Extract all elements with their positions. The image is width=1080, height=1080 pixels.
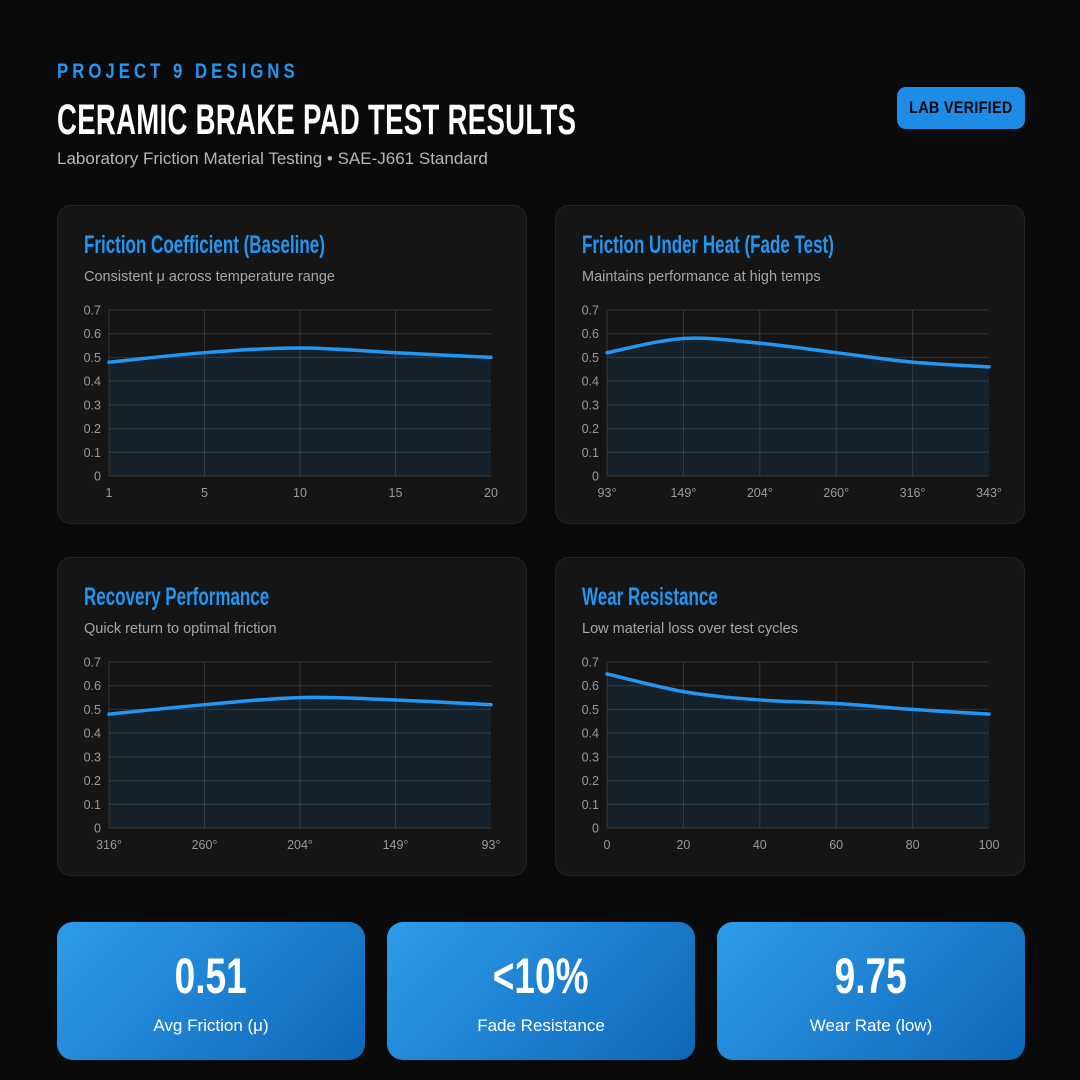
- svg-text:0.7: 0.7: [84, 657, 101, 670]
- panel-fade-test: Friction Under Heat (Fade Test) Maintain…: [555, 205, 1025, 524]
- svg-text:149°: 149°: [670, 486, 696, 500]
- svg-text:0.1: 0.1: [582, 798, 599, 812]
- svg-text:20: 20: [484, 486, 498, 500]
- svg-text:0.2: 0.2: [84, 422, 101, 436]
- lab-verified-badge-label: LAB VERIFIED: [909, 98, 1013, 117]
- svg-text:0.6: 0.6: [582, 327, 599, 341]
- svg-text:5: 5: [201, 486, 208, 500]
- svg-text:204°: 204°: [287, 838, 313, 852]
- page-subtitle: Laboratory Friction Material Testing • S…: [57, 149, 488, 168]
- svg-text:80: 80: [906, 838, 920, 852]
- svg-text:20: 20: [676, 838, 690, 852]
- svg-text:316°: 316°: [900, 486, 926, 500]
- svg-text:0.5: 0.5: [582, 703, 599, 717]
- svg-text:0.4: 0.4: [84, 375, 101, 389]
- stat-wear-rate-label: Wear Rate (low): [809, 1016, 933, 1035]
- panel-recovery: Recovery Performance Quick return to opt…: [57, 557, 527, 876]
- chart-title-friction-baseline: Friction Coefficient (Baseline): [84, 231, 325, 259]
- svg-text:343°: 343°: [976, 486, 1002, 500]
- recovery-chart: 0 0.1 0.2 0.3 0.4 0.5 0.6 0.7 316° 260° 204° 149° 93…: [84, 657, 501, 852]
- svg-text:0: 0: [592, 822, 599, 836]
- chart-subtitle-wear-resistance: Low material loss over test cycles: [582, 621, 798, 637]
- stat-avg-friction-value: 0.51: [174, 948, 248, 1004]
- chart-title-recovery: Recovery Performance: [84, 583, 270, 611]
- svg-text:0.7: 0.7: [582, 305, 599, 318]
- svg-text:93°: 93°: [598, 486, 617, 500]
- svg-text:0: 0: [604, 838, 611, 852]
- svg-text:0.1: 0.1: [582, 446, 599, 460]
- lab-verified-badge: LAB VERIFIED: [897, 87, 1025, 129]
- svg-text:204°: 204°: [747, 486, 773, 500]
- svg-text:0: 0: [94, 470, 101, 484]
- panel-wear-resistance: Wear Resistance Low material loss over t…: [555, 557, 1025, 876]
- svg-text:0.2: 0.2: [84, 774, 101, 788]
- svg-text:10: 10: [293, 486, 307, 500]
- svg-text:93°: 93°: [482, 838, 501, 852]
- svg-text:0.2: 0.2: [582, 774, 599, 788]
- brand-name: PROJECT 9 DESIGNS: [57, 60, 299, 83]
- page-title: CERAMIC BRAKE PAD TEST RESULTS: [57, 96, 577, 144]
- svg-text:0.1: 0.1: [84, 446, 101, 460]
- chart-subtitle-recovery: Quick return to optimal friction: [84, 621, 277, 637]
- svg-text:0.4: 0.4: [582, 375, 599, 389]
- svg-text:60: 60: [829, 838, 843, 852]
- svg-text:0.7: 0.7: [84, 305, 101, 318]
- svg-text:149°: 149°: [383, 838, 409, 852]
- svg-text:0.3: 0.3: [84, 398, 101, 412]
- svg-text:0.2: 0.2: [582, 422, 599, 436]
- stat-avg-friction: 0.51 Avg Friction (μ): [57, 922, 365, 1060]
- svg-text:0.6: 0.6: [84, 679, 101, 693]
- svg-text:0.1: 0.1: [84, 798, 101, 812]
- stat-avg-friction-label: Avg Friction (μ): [153, 1016, 269, 1035]
- chart-subtitle-friction-baseline: Consistent μ across temperature range: [84, 269, 335, 285]
- svg-text:40: 40: [753, 838, 767, 852]
- wear-resistance-chart: 0 0.1 0.2 0.3 0.4 0.5 0.6 0.7 0 20 40 60 80 100: [582, 657, 1000, 852]
- svg-text:0.4: 0.4: [84, 727, 101, 741]
- stat-fade-resistance: <10% Fade Resistance: [387, 922, 695, 1060]
- stat-fade-resistance-label: Fade Resistance: [477, 1016, 605, 1035]
- svg-text:0.6: 0.6: [84, 327, 101, 341]
- fade-test-chart: 0 0.1 0.2 0.3 0.4 0.5 0.6 0.7 93° 149° 204° 260° 316…: [582, 305, 1002, 500]
- friction-baseline-chart: 00.10.20.30.40.50.60.71 5 10 15 20: [84, 305, 498, 500]
- svg-text:0.5: 0.5: [582, 351, 599, 365]
- chart-subtitle-fade-test: Maintains performance at high temps: [582, 269, 821, 285]
- svg-text:100: 100: [979, 838, 1000, 852]
- chart-title-fade-test: Friction Under Heat (Fade Test): [582, 231, 834, 259]
- svg-text:0.3: 0.3: [582, 398, 599, 412]
- svg-text:0.7: 0.7: [582, 657, 599, 670]
- svg-text:0.4: 0.4: [582, 727, 599, 741]
- stat-wear-rate: 9.75 Wear Rate (low): [717, 922, 1025, 1060]
- svg-text:1: 1: [106, 486, 113, 500]
- svg-text:0: 0: [592, 470, 599, 484]
- stat-wear-rate-value: 9.75: [834, 948, 908, 1004]
- chart-title-wear-resistance: Wear Resistance: [582, 583, 718, 611]
- svg-text:15: 15: [389, 486, 403, 500]
- svg-text:0.5: 0.5: [84, 703, 101, 717]
- svg-text:0: 0: [94, 822, 101, 836]
- panel-friction-baseline: Friction Coefficient (Baseline) Consiste…: [57, 205, 527, 524]
- stat-fade-resistance-value: <10%: [493, 948, 589, 1004]
- svg-text:0.3: 0.3: [582, 750, 599, 764]
- svg-text:0.3: 0.3: [84, 750, 101, 764]
- svg-text:0.5: 0.5: [84, 351, 101, 365]
- svg-text:260°: 260°: [192, 838, 218, 852]
- svg-text:0.6: 0.6: [582, 679, 599, 693]
- svg-text:260°: 260°: [823, 486, 849, 500]
- svg-text:316°: 316°: [96, 838, 122, 852]
